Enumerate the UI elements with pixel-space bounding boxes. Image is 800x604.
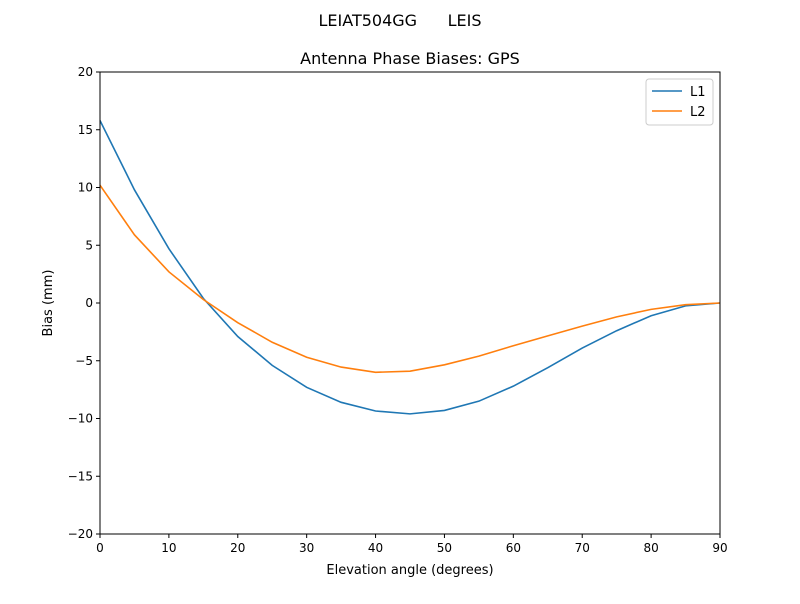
legend-label-l2: L2 bbox=[690, 105, 706, 120]
y-tick-label: −15 bbox=[68, 469, 93, 483]
x-tick-label: 10 bbox=[161, 541, 176, 555]
x-tick-label: 90 bbox=[712, 541, 727, 555]
y-tick-label: −10 bbox=[68, 412, 93, 426]
x-tick-label: 50 bbox=[437, 541, 452, 555]
x-tick-label: 0 bbox=[96, 541, 104, 555]
axes-frame bbox=[99, 71, 721, 535]
x-tick-label: 80 bbox=[643, 541, 658, 555]
x-tick-label: 30 bbox=[299, 541, 314, 555]
y-tick-label: 15 bbox=[78, 123, 93, 137]
y-tick-label: 10 bbox=[78, 181, 93, 195]
y-tick-label: 20 bbox=[78, 65, 93, 79]
x-tick-label: 40 bbox=[368, 541, 383, 555]
y-tick-label: 5 bbox=[85, 238, 93, 252]
x-axis-label: Elevation angle (degrees) bbox=[326, 563, 493, 578]
x-tick-label: 70 bbox=[575, 541, 590, 555]
series-line-l2 bbox=[99, 184, 721, 374]
y-tick-label: −5 bbox=[75, 354, 93, 368]
legend-label-l1: L1 bbox=[690, 85, 706, 100]
y-tick-label: −20 bbox=[68, 527, 93, 541]
x-tick-label: 20 bbox=[230, 541, 245, 555]
series-line-l1 bbox=[99, 120, 721, 415]
y-tick-label: 0 bbox=[85, 296, 93, 310]
figure-suptitle: LEIAT504GG LEIS bbox=[319, 11, 482, 30]
y-axis-label: Bias (mm) bbox=[41, 270, 56, 337]
chart-title: Antenna Phase Biases: GPS bbox=[300, 49, 520, 68]
x-tick-label: 60 bbox=[506, 541, 521, 555]
